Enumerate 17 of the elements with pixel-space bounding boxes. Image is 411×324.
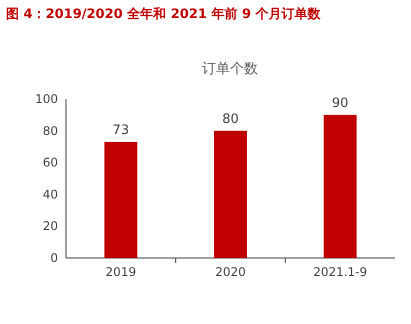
y-tick-label: 40 — [42, 187, 58, 202]
bar — [214, 130, 247, 258]
x-tick-label: 2019 — [106, 265, 136, 279]
x-tick-label: 2020 — [215, 265, 246, 279]
bar — [324, 114, 357, 258]
data-label: 90 — [332, 96, 348, 111]
data-label: 80 — [222, 112, 239, 127]
bar — [104, 142, 138, 258]
y-tick-label: 0 — [50, 251, 58, 265]
y-tick-label: 80 — [42, 124, 58, 138]
data-label: 73 — [112, 122, 130, 138]
y-tick-label: 60 — [42, 156, 58, 170]
x-tick-label: 2021.1-9 — [313, 265, 368, 279]
y-tick-label: 20 — [42, 219, 58, 234]
chart-title: 图 4：2019/2020 全年和 2021 年前 9 个月订单数 — [6, 6, 322, 22]
y-tick-label: 100 — [35, 92, 58, 106]
chart-subtitle: 订单个数 — [202, 61, 258, 77]
